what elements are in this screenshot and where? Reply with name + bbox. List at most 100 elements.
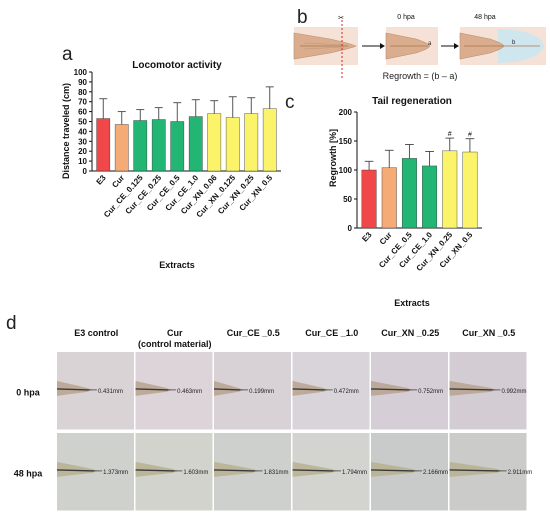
chart-a-ylabel: Distance traveled (cm) <box>61 83 71 179</box>
y-tick-label: 50 <box>343 195 352 204</box>
bar <box>133 120 148 172</box>
column-subheader: (control material) <box>138 339 212 349</box>
fin-shape <box>449 380 497 396</box>
bar <box>381 167 397 229</box>
chart-a-title: Locomotor activity <box>132 60 222 71</box>
fin-shape <box>371 380 414 396</box>
bar <box>96 118 111 172</box>
y-tick-label: 50 <box>78 118 87 127</box>
micrograph-cell: 2.911mm <box>449 433 533 511</box>
tail-48hpa-image <box>459 27 546 65</box>
bar <box>244 113 259 172</box>
micrograph-cell: 1.831mm <box>213 433 291 511</box>
y-tick-label: 0 <box>83 167 88 176</box>
notochord <box>292 469 334 472</box>
x-tick-label: E3 <box>94 173 108 187</box>
fin-shape <box>135 461 179 477</box>
bar <box>225 117 240 172</box>
micrograph-cell: 0.992mm <box>449 352 527 430</box>
bar <box>262 108 277 172</box>
fin-shape <box>449 461 503 477</box>
fin-shape <box>57 461 99 477</box>
fin-shape <box>214 461 259 477</box>
y-tick-label: 20 <box>78 147 87 156</box>
notochord <box>135 469 175 472</box>
fin-shape <box>57 380 93 396</box>
measurement-label: 0.472mm <box>334 389 359 395</box>
x-tick-label: Cur <box>378 230 394 246</box>
column-header: Cur_XN _0.25 <box>381 328 439 338</box>
chart-c-xlabel: Extracts <box>394 298 430 308</box>
measurement-label: 2.166mm <box>423 470 448 476</box>
column-header: Cur_CE _0.5 <box>227 328 280 338</box>
regeneration-chart: Tail regeneration Regrowth [%] Extracts … <box>328 96 482 308</box>
measurement-label: 0.992mm <box>501 389 526 395</box>
notochord <box>56 388 89 391</box>
label-b: b <box>512 40 516 46</box>
bar <box>401 158 417 229</box>
y-tick-label: 0 <box>348 224 353 233</box>
measurement-label: 1.831mm <box>264 470 289 476</box>
fin-shape <box>214 380 245 396</box>
schematic-time-48: 48 hpa <box>474 14 496 21</box>
y-tick-label: 200 <box>339 108 353 117</box>
micrograph-cell: 0.752mm <box>370 352 448 430</box>
bar <box>114 124 129 172</box>
y-tick-label: 150 <box>339 137 353 146</box>
bar <box>207 113 222 172</box>
bar <box>188 116 203 172</box>
micrograph-cell: 0.472mm <box>292 352 370 430</box>
measurement-label: 2.911mm <box>508 470 533 476</box>
column-header: E3 control <box>74 328 118 338</box>
row-header: 48 hpa <box>14 469 44 479</box>
panel-label-d: d <box>6 313 17 334</box>
x-tick-label: E3 <box>360 230 374 244</box>
microscopy-grid: E3 control Cur(control material) Cur_CE _0… <box>14 328 532 511</box>
notochord <box>56 469 95 472</box>
y-tick-label: 100 <box>74 68 88 77</box>
notochord <box>370 388 410 391</box>
measurement-label: 1.373mm <box>103 470 128 476</box>
micrograph-cell: 1.603mm <box>135 433 213 511</box>
chart-c-title: Tail regeneration <box>372 96 452 107</box>
locomotor-chart: Locomotor activity Distance traveled (cm… <box>61 60 281 270</box>
y-tick-label: 80 <box>78 88 87 97</box>
chart-c-ylabel: Regrowth [%] <box>328 129 338 187</box>
notochord <box>213 388 241 391</box>
chart-a-xlabel: Extracts <box>159 260 195 270</box>
micrograph-cell: 0.463mm <box>135 352 213 430</box>
notochord <box>449 469 499 472</box>
regrowth-formula: Regrowth = (b – a) <box>383 71 458 81</box>
micrograph-cell: 0.199mm <box>213 352 291 430</box>
measurement-label: 1.794mm <box>342 470 367 476</box>
row-header: 0 hpa <box>16 388 41 398</box>
notochord <box>135 388 169 391</box>
scissors-icon: ✂ <box>338 15 344 22</box>
fin-shape <box>292 461 338 477</box>
micrograph-cell: 0.431mm <box>56 352 134 430</box>
bar <box>361 169 377 229</box>
column-header: Cur_CE _1.0 <box>305 328 358 338</box>
regrowth-schematic: ✂ 0 hpa a 48 hpa b Regrowth = (b – a) <box>293 14 546 81</box>
y-tick-label: 60 <box>78 108 87 117</box>
fin-shape <box>292 380 329 396</box>
y-tick-label: 40 <box>78 127 87 136</box>
micrograph-cell: 2.166mm <box>370 433 448 511</box>
column-header: Cur <box>167 328 183 338</box>
measurement-label: 1.603mm <box>183 470 208 476</box>
schematic-time-0: 0 hpa <box>397 14 415 21</box>
bar <box>422 165 438 229</box>
significance-mark: # <box>448 131 452 138</box>
panel-label-b: b <box>297 7 308 28</box>
fin-shape <box>135 380 173 396</box>
arrowhead-icon <box>380 43 385 49</box>
measurement-label: 0.752mm <box>418 389 443 395</box>
panel-label-a: a <box>62 44 73 65</box>
y-tick-label: 30 <box>78 137 87 146</box>
notochord <box>213 469 255 472</box>
significance-mark: # <box>468 132 472 139</box>
fin-shape <box>371 461 418 477</box>
notochord <box>370 469 414 472</box>
bar <box>170 121 185 172</box>
